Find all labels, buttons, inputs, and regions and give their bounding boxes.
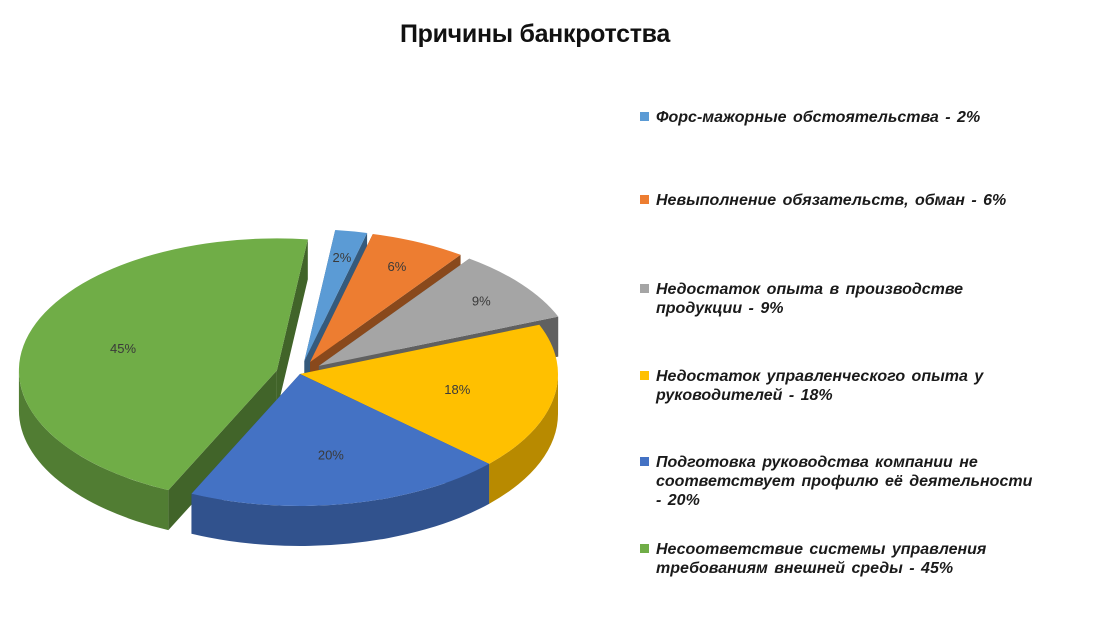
legend-item: Несоответствие системы управления требов… <box>640 540 1040 578</box>
pie-slice-top <box>18 238 308 491</box>
legend-swatch <box>640 544 649 553</box>
legend-item: Недостаток опыта в производстве продукци… <box>640 280 1040 318</box>
pie-slice-top <box>191 374 490 506</box>
legend-label: Недостаток управленческого опыта у руков… <box>656 368 984 404</box>
legend-label: Недостаток опыта в производстве продукци… <box>656 281 964 317</box>
legend-label: Форс-мажорные обстоятельства - 2% <box>656 109 981 126</box>
pie-slice <box>191 374 490 546</box>
legend-item: Форс-мажорные обстоятельства - 2% <box>640 108 1040 127</box>
slice-value-label: 45% <box>110 341 136 356</box>
pie-slice-edge <box>18 370 169 531</box>
pie-slice-top <box>304 229 368 362</box>
slice-value-label: 20% <box>318 447 344 462</box>
legend-swatch <box>640 195 649 204</box>
legend-item: Недостаток управленческого опыта у руков… <box>640 367 1040 405</box>
slice-value-label: 18% <box>444 382 470 397</box>
slice-value-label: 2% <box>332 250 351 265</box>
legend-label: Подготовка руководства компании не соотв… <box>656 454 1033 509</box>
pie-slice-top <box>318 258 559 366</box>
slice-value-label: 6% <box>388 259 407 274</box>
pie-chart: 2% 6% 9% 18% 20% 45% <box>18 229 559 546</box>
pie-slice-top <box>310 233 461 363</box>
legend-label: Невыполнение обязательств, обман - 6% <box>656 192 1007 209</box>
legend-label: Несоответствие системы управления требов… <box>656 541 987 577</box>
pie-slice-top <box>300 324 558 464</box>
chart-title: Причины банкротства <box>399 20 671 48</box>
pie-slice-edge <box>489 374 558 504</box>
legend-swatch <box>640 112 649 121</box>
pie-slice-edge <box>191 463 490 546</box>
legend-swatch <box>640 371 649 380</box>
legend-swatch <box>640 284 649 293</box>
slice-value-label: 9% <box>472 294 491 309</box>
pie-slice-wall <box>276 239 308 411</box>
legend-swatch <box>640 457 649 466</box>
legend-item: Подготовка руководства компании не соотв… <box>640 453 1040 510</box>
legend-item: Невыполнение обязательств, обман - 6% <box>640 191 1040 210</box>
